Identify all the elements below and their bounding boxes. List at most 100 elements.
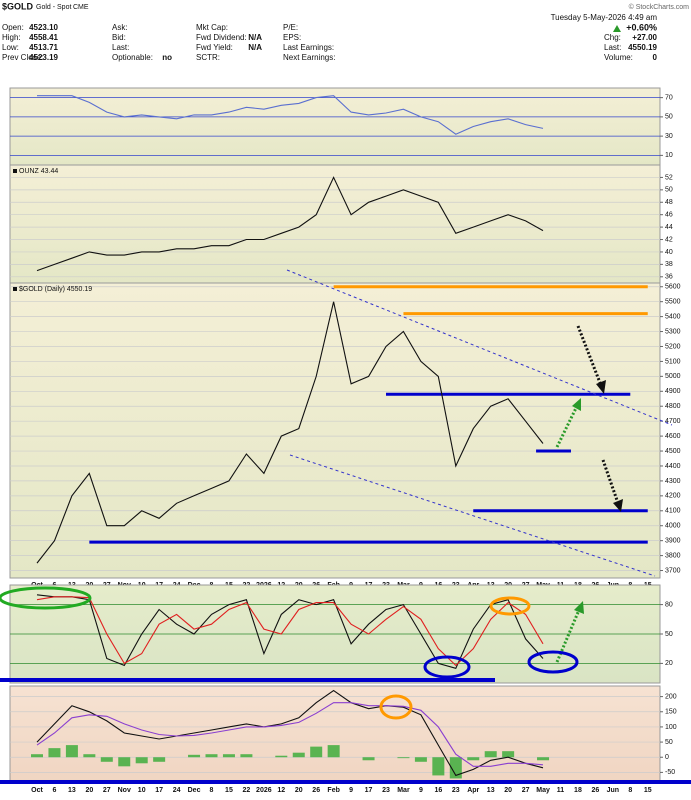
histogram-bar: [467, 757, 480, 761]
histogram-bar: [222, 754, 235, 758]
arrow: [601, 459, 621, 507]
y-tick-label: 200: [665, 693, 677, 700]
field-label: Fwd Yield:: [196, 43, 233, 52]
y-tick-label: 10: [665, 152, 673, 159]
x-tick-label: 16: [434, 787, 442, 794]
y-tick-label: 80: [665, 601, 673, 608]
y-tick-label: 20: [665, 660, 673, 667]
field-value: 4523.10: [29, 23, 58, 32]
arrow-head: [613, 499, 623, 512]
x-tick-label: 22: [243, 787, 251, 794]
x-tick-label: 17: [365, 787, 373, 794]
x-tick-label: 8: [628, 787, 632, 794]
field-label: Chg:: [604, 33, 621, 42]
field-label: Last Earnings:: [283, 43, 334, 52]
field-label: Fwd Dividend:: [196, 33, 247, 42]
panel-background: [9, 164, 661, 284]
y-tick-label: 46: [665, 212, 673, 219]
y-tick-label: 50: [665, 739, 673, 746]
panels: 10 30 50 70 36 38 40 42 44 46 48 50 52 OUNZ 43.44 3700…: [9, 87, 681, 794]
field-label: Mkt Cap:: [196, 23, 228, 32]
x-tick-label: Oct: [31, 787, 43, 794]
x-tick-label: 8: [210, 787, 214, 794]
field-label: Prev Close:: [2, 53, 43, 62]
x-tick-label: 17: [155, 787, 163, 794]
arrow-head: [596, 380, 606, 394]
panel-background: [9, 685, 661, 784]
x-tick-label: 11: [557, 787, 565, 794]
exchange: CME: [73, 4, 89, 11]
panel-background: [9, 282, 661, 579]
histogram-bar: [414, 757, 427, 762]
x-tick-label: 13: [487, 787, 495, 794]
y-tick-label: 5600: [665, 284, 681, 291]
watermark: © StockCharts.com: [629, 3, 690, 11]
y-tick-label: 5300: [665, 328, 681, 335]
up-arrow: [613, 25, 621, 32]
header: $GOLD Gold - Spot CME © StockCharts.com …: [2, 1, 689, 62]
y-tick-label: 4800: [665, 403, 681, 410]
field-label: Bid:: [112, 33, 126, 42]
y-tick-label: 5100: [665, 358, 681, 365]
field-value: 4513.71: [29, 43, 58, 52]
y-tick-label: -50: [665, 769, 675, 776]
y-tick-label: 36: [665, 274, 673, 281]
y-tick-label: 150: [665, 709, 677, 716]
ellipse: [0, 586, 92, 610]
legend-swatch: [13, 169, 17, 173]
histogram-bar: [292, 752, 305, 758]
x-tick-label: 13: [68, 787, 76, 794]
y-tick-label: 4900: [665, 388, 681, 395]
y-tick-label: 0: [665, 754, 669, 761]
y-tick-label: 44: [665, 224, 673, 231]
y-tick-label: 4600: [665, 433, 681, 440]
x-tick-label: Feb: [327, 787, 339, 794]
x-tick-label: 26: [592, 787, 600, 794]
histogram-bar: [449, 757, 462, 779]
ellipse: [527, 650, 579, 674]
y-tick-label: 5200: [665, 343, 681, 350]
ellipse: [379, 694, 413, 720]
field-label: Last:: [112, 43, 129, 52]
field-label: P/E:: [283, 23, 298, 32]
histogram-bar: [153, 757, 166, 762]
series-line: [36, 596, 544, 667]
x-tick-label: Nov: [118, 787, 131, 794]
histogram-bar: [188, 754, 201, 758]
y-tick-label: 52: [665, 174, 673, 181]
x-tick-label: May: [536, 787, 550, 794]
field-label: High:: [2, 33, 21, 42]
ellipse: [423, 655, 471, 679]
field-label: Optionable:: [112, 53, 153, 62]
x-tick-label: Dec: [188, 787, 201, 794]
x-tick-label: 6: [52, 787, 56, 794]
x-tick-label: 15: [225, 787, 233, 794]
change: +0.60%: [626, 22, 657, 32]
x-tick-label: 20: [504, 787, 512, 794]
x-tick-label: 20: [85, 787, 93, 794]
y-tick-label: 4300: [665, 478, 681, 485]
series-line: [36, 702, 544, 767]
field-label: Low:: [2, 43, 19, 52]
x-tick-label: Apr: [467, 787, 479, 794]
field-label: Ask:: [112, 23, 128, 32]
histogram-bar: [484, 751, 497, 758]
date: Tuesday 5-May-2026 4:49 am: [551, 13, 658, 22]
y-tick-label: 4100: [665, 508, 681, 515]
arrow: [576, 325, 604, 389]
y-tick-label: 42: [665, 236, 673, 243]
x-tick-label: 27: [522, 787, 530, 794]
histogram-bar: [100, 757, 113, 762]
y-tick-label: 50: [665, 114, 673, 121]
x-tick-label: Mar: [397, 787, 410, 794]
x-tick-label: 24: [173, 787, 181, 794]
series-line: [37, 95, 544, 135]
histogram-bar: [327, 745, 340, 758]
histogram-bar: [135, 757, 148, 764]
y-tick-label: 4400: [665, 463, 681, 470]
ellipse: [489, 596, 531, 616]
field-value: N/A: [248, 43, 262, 52]
y-tick-label: 5500: [665, 299, 681, 306]
